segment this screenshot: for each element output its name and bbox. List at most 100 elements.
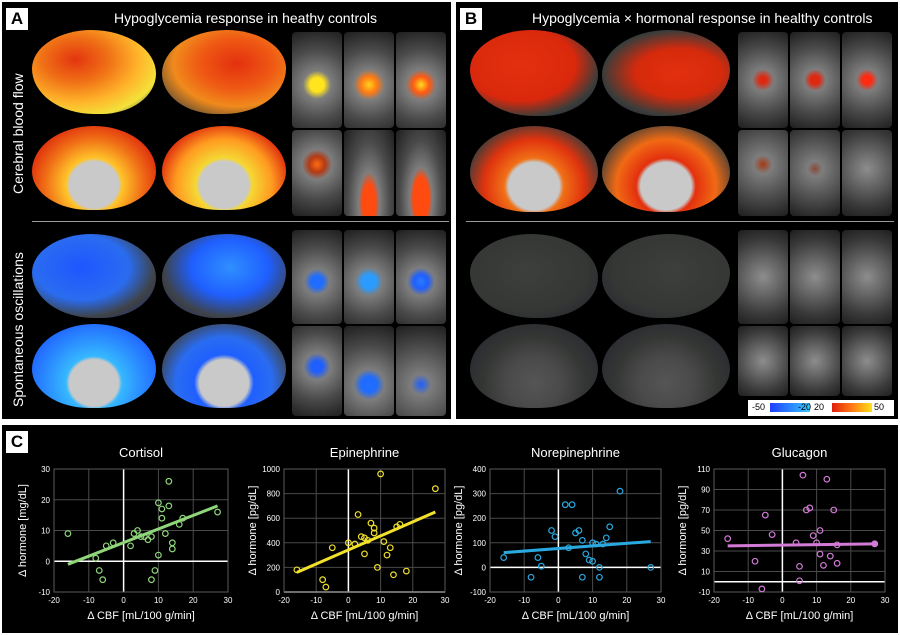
glucagon-ytick-1: 10 <box>701 568 710 577</box>
epinephrine-ytick-5: 1000 <box>262 465 280 474</box>
epinephrine-point-13 <box>370 529 378 537</box>
norepinephrine-point-15 <box>589 539 596 547</box>
glucagon-point-6 <box>796 577 803 585</box>
norepinephrine-point-0 <box>500 554 508 561</box>
epinephrine-point-0 <box>293 566 301 574</box>
cortisol-fit-line <box>67 504 219 566</box>
norepinephrine-xtick-2: 0 <box>556 596 561 605</box>
norepinephrine-xtick-3: 10 <box>588 596 597 605</box>
cortisol-point-2 <box>95 567 103 574</box>
cortisol-point-15 <box>154 551 162 559</box>
norepinephrine-ytick-4: 300 <box>473 490 487 499</box>
cortisol-point-20 <box>165 502 173 510</box>
glucagon-ytick-5: 90 <box>701 486 710 495</box>
epinephrine-xtick-0: -20 <box>278 596 290 605</box>
glucagon-point-18 <box>830 506 838 514</box>
cortisol-point-3 <box>99 576 107 584</box>
axial-slice-osc-int-1 <box>738 230 788 324</box>
norepinephrine-point-10 <box>575 527 583 534</box>
epinephrine-ytick-0: 0 <box>276 588 281 597</box>
panel-a-title: Hypoglycemia response in heathy controls <box>114 10 378 26</box>
epinephrine-point-5 <box>351 540 359 548</box>
glucagon-point-17 <box>826 552 834 560</box>
axial-slice-osc-int-5 <box>790 326 840 396</box>
cortisol-xtick-2: 0 <box>121 596 126 605</box>
norepinephrine-point-4 <box>548 527 555 534</box>
cortisol-ytick-0: -10 <box>38 588 50 597</box>
glucagon-xtick-5: 30 <box>881 596 890 605</box>
cortisol-ytick-4: 30 <box>41 465 50 474</box>
glucagon-point-20 <box>833 541 841 549</box>
panel-b-title: Hypoglycemia × hormonal response in heal… <box>532 10 873 26</box>
norepinephrine-ytick-3: 200 <box>473 514 487 523</box>
cortisol-point-19 <box>161 530 169 537</box>
norepinephrine-point-24 <box>647 563 655 571</box>
row-label-cbf: Cerebral blood flow <box>10 73 26 194</box>
glucagon-point-5 <box>792 539 800 547</box>
cortisol-point-4 <box>102 542 110 550</box>
norepinephrine-point-3 <box>537 562 545 570</box>
colorbar-hot <box>832 403 872 412</box>
cortisol-point-13 <box>148 576 155 584</box>
norepinephrine-point-23 <box>616 487 624 495</box>
epinephrine-ytick-2: 400 <box>267 539 281 548</box>
norepinephrine-point-17 <box>592 540 600 548</box>
glucagon-point-19 <box>833 559 841 567</box>
epinephrine-xtick-2: 0 <box>346 596 351 605</box>
epinephrine-point-3 <box>328 544 336 552</box>
row-separator-b <box>466 221 894 222</box>
norepinephrine-point-8 <box>568 501 576 509</box>
epinephrine-ytick-1: 200 <box>267 563 281 572</box>
glucagon-xtick-0: -20 <box>708 596 720 605</box>
glucagon-point-4 <box>768 531 776 538</box>
glucagon-point-16 <box>823 475 831 483</box>
glucagon-point-12 <box>813 539 820 547</box>
cortisol-xtick-5: 30 <box>224 596 233 605</box>
axial-slice-cbf-2 <box>344 32 394 128</box>
norepinephrine-point-20 <box>599 540 607 548</box>
colorbar-tick-1: -50 <box>752 402 766 412</box>
cortisol-ylabel: Δ hormone [mg/dL] <box>17 484 29 577</box>
epinephrine-point-1 <box>319 576 327 584</box>
glucagon-point-14 <box>816 550 824 558</box>
norepinephrine-plot-frame <box>489 468 662 593</box>
cortisol-xlabel: Δ CBF [mL/100 g/min] <box>87 610 195 622</box>
epinephrine-point-17 <box>383 551 391 559</box>
norepinephrine-point-18 <box>596 563 603 571</box>
glucagon-xlabel: Δ CBF [mL/100 g/min] <box>746 610 854 622</box>
glucagon-ytick-3: 50 <box>701 527 710 536</box>
row-separator <box>32 221 449 222</box>
glucagon-point-8 <box>799 471 807 479</box>
panel-c: C -20 -10 0 10 20 30 -10 0 10 20 30 Cortisol Δ CBF [… <box>2 425 898 633</box>
norepinephrine-fit-line <box>503 540 651 555</box>
cortisol-point-14 <box>151 567 159 574</box>
norepinephrine-xtick-5: 30 <box>657 596 666 605</box>
norepinephrine-ylabel: Δ hormone [pg/dL] <box>453 486 465 576</box>
axial-slice-int-5 <box>790 130 840 216</box>
panel-c-label: C <box>6 431 28 453</box>
epinephrine-xtick-3: 10 <box>376 596 385 605</box>
axial-slice-cbf-5 <box>344 130 394 216</box>
glucagon-xtick-4: 20 <box>846 596 855 605</box>
norepinephrine-point-5 <box>551 533 559 541</box>
epinephrine-xlabel: Δ CBF [mL/100 g/min] <box>311 610 419 622</box>
cortisol-point-17 <box>158 514 166 522</box>
glucagon-point-15 <box>820 561 827 569</box>
epinephrine-xtick-5: 30 <box>441 596 450 605</box>
glucagon-point-3 <box>761 511 769 519</box>
brain-medial-left-osc-int <box>470 324 598 408</box>
brain-lateral-right-osc <box>162 234 286 318</box>
glucagon-ytick-2: 30 <box>701 547 710 556</box>
brain-lateral-right-cbf <box>162 30 286 114</box>
cortisol-plot-frame <box>53 468 229 593</box>
norepinephrine-xtick-0: -20 <box>484 596 496 605</box>
epinephrine-point-7 <box>357 533 365 541</box>
axial-slice-osc-5 <box>344 326 394 416</box>
panel-a-label: A <box>6 8 28 30</box>
epinephrine-point-11 <box>367 519 375 527</box>
colorbar: -50 -20 20 50 <box>748 400 894 416</box>
brain-medial-left-osc <box>32 324 156 408</box>
cortisol-ytick-3: 20 <box>41 496 50 505</box>
